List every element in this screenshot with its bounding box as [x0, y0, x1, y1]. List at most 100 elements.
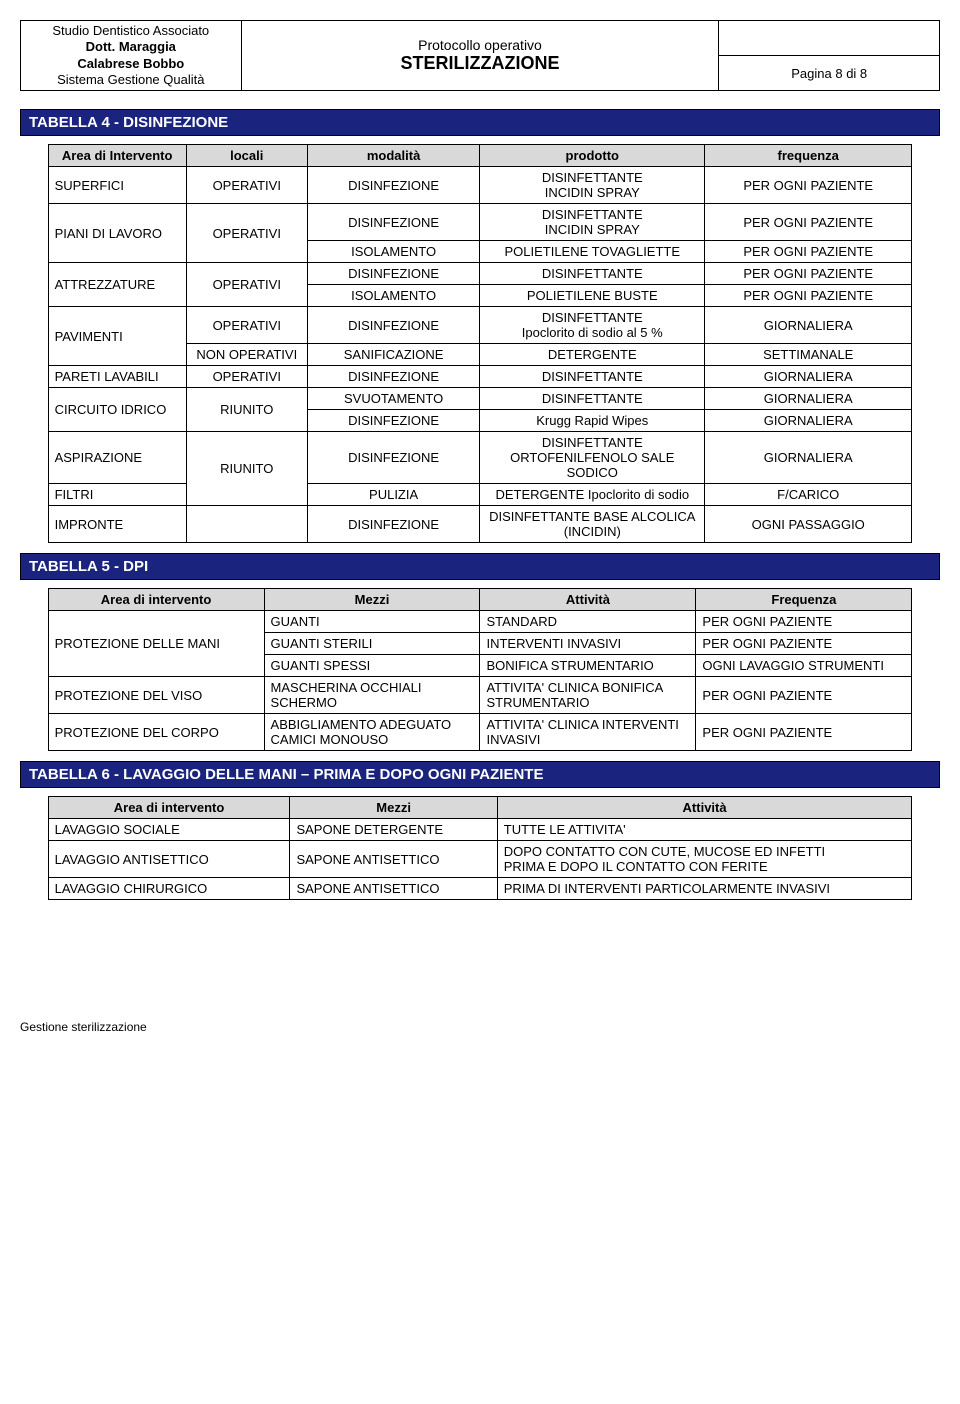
cell: DOPO CONTATTO CON CUTE, MUCOSE ED INFETT… — [497, 841, 912, 878]
cell: GIORNALIERA — [705, 307, 912, 344]
sistema: Sistema Gestione Qualità — [57, 72, 204, 87]
cell: OPERATIVI — [186, 167, 307, 204]
table-row: SUPERFICI OPERATIVI DISINFEZIONE DISINFE… — [48, 167, 912, 204]
cell: PROTEZIONE DELLE MANI — [48, 611, 264, 677]
cell: PER OGNI PAZIENTE — [696, 714, 912, 751]
cell: DISINFETTANTE ORTOFENILFENOLO SALE SODIC… — [480, 432, 705, 484]
cell: F/CARICO — [705, 484, 912, 506]
cell: RIUNITO — [186, 388, 307, 432]
cell: MASCHERINA OCCHIALI SCHERMO — [264, 677, 480, 714]
cell: DISINFEZIONE — [307, 410, 480, 432]
cell: DISINFEZIONE — [307, 204, 480, 241]
cell: ASPIRAZIONE — [48, 432, 186, 484]
cell: GIORNALIERA — [705, 410, 912, 432]
cell: PULIZIA — [307, 484, 480, 506]
t5-h-freq: Frequenza — [696, 589, 912, 611]
table5: Area di intervento Mezzi Attività Freque… — [48, 588, 913, 751]
cell: PER OGNI PAZIENTE — [696, 611, 912, 633]
txt: DISINFETTANTE — [542, 207, 643, 222]
cell: OPERATIVI — [186, 366, 307, 388]
t4-h-locali: locali — [186, 145, 307, 167]
table-row: LAVAGGIO ANTISETTICO SAPONE ANTISETTICO … — [48, 841, 912, 878]
cell: Krugg Rapid Wipes — [480, 410, 705, 432]
cell: PAVIMENTI — [48, 307, 186, 366]
cell: PER OGNI PAZIENTE — [696, 677, 912, 714]
cell: DISINFEZIONE — [307, 432, 480, 484]
cell: GIORNALIERA — [705, 388, 912, 410]
table-row: ATTREZZATURE OPERATIVI DISINFEZIONE DISI… — [48, 263, 912, 285]
header-right-empty — [719, 21, 940, 56]
cell: SANIFICAZIONE — [307, 344, 480, 366]
cell: OPERATIVI — [186, 204, 307, 263]
t4-h-area: Area di Intervento — [48, 145, 186, 167]
sterilizzazione: STERILIZZAZIONE — [400, 53, 559, 73]
cell: POLIETILENE TOVAGLIETTE — [480, 241, 705, 263]
cell: SAPONE ANTISETTICO — [290, 878, 497, 900]
cell: OPERATIVI — [186, 307, 307, 344]
cell: PRIMA DI INTERVENTI PARTICOLARMENTE INVA… — [497, 878, 912, 900]
t4-h-modalita: modalità — [307, 145, 480, 167]
cell: PROTEZIONE DEL CORPO — [48, 714, 264, 751]
cell: CIRCUITO IDRICO — [48, 388, 186, 432]
cell: LAVAGGIO CHIRURGICO — [48, 878, 290, 900]
table-row: PAVIMENTI OPERATIVI DISINFEZIONE DISINFE… — [48, 307, 912, 344]
cell: RIUNITO — [186, 432, 307, 506]
cell: PER OGNI PAZIENTE — [705, 263, 912, 285]
dott: Dott. Maraggia — [86, 39, 176, 54]
cell: DISINFEZIONE — [307, 167, 480, 204]
cell: DISINFEZIONE — [307, 307, 480, 344]
txt: DISINFETTANTE — [542, 170, 643, 185]
name2: Calabrese Bobbo — [77, 56, 184, 71]
table-row: ASPIRAZIONE RIUNITO DISINFEZIONE DISINFE… — [48, 432, 912, 484]
cell: SAPONE ANTISETTICO — [290, 841, 497, 878]
table-row: PARETI LAVABILI OPERATIVI DISINFEZIONE D… — [48, 366, 912, 388]
cell: DETERGENTE Ipoclorito di sodio — [480, 484, 705, 506]
table-row: PROTEZIONE DEL VISO MASCHERINA OCCHIALI … — [48, 677, 912, 714]
table-row: FILTRI PULIZIA DETERGENTE Ipoclorito di … — [48, 484, 912, 506]
cell: DISINFETTANTE — [480, 388, 705, 410]
cell: DISINFEZIONE — [307, 263, 480, 285]
cell: BONIFICA STRUMENTARIO — [480, 655, 696, 677]
txt: Ipoclorito di sodio al 5 % — [522, 325, 663, 340]
cell: DISINFETTANTEINCIDIN SPRAY — [480, 204, 705, 241]
footer: Gestione sterilizzazione — [20, 1020, 940, 1034]
cell: PER OGNI PAZIENTE — [705, 285, 912, 307]
cell: SAPONE DETERGENTE — [290, 819, 497, 841]
section5-title: TABELLA 5 - DPI — [20, 553, 940, 580]
t6-h-mezzi: Mezzi — [290, 797, 497, 819]
cell: DISINFEZIONE — [307, 366, 480, 388]
cell: OPERATIVI — [186, 263, 307, 307]
protocollo: Protocollo operativo — [418, 37, 542, 53]
t5-h-area: Area di intervento — [48, 589, 264, 611]
cell: ATTREZZATURE — [48, 263, 186, 307]
cell: PER OGNI PAZIENTE — [705, 167, 912, 204]
table-row: PROTEZIONE DELLE MANI GUANTI STANDARD PE… — [48, 611, 912, 633]
cell: OGNI LAVAGGIO STRUMENTI — [696, 655, 912, 677]
cell: DETERGENTE — [480, 344, 705, 366]
cell — [186, 506, 307, 543]
doc-header: Studio Dentistico Associato Dott. Maragg… — [20, 20, 940, 91]
txt: INCIDIN SPRAY — [545, 185, 640, 200]
cell: SVUOTAMENTO — [307, 388, 480, 410]
cell: DISINFETTANTEIpoclorito di sodio al 5 % — [480, 307, 705, 344]
cell: GIORNALIERA — [705, 366, 912, 388]
header-center: Protocollo operativo STERILIZZAZIONE — [241, 21, 719, 91]
cell: PER OGNI PAZIENTE — [705, 204, 912, 241]
cell: ATTIVITA' CLINICA INTERVENTI INVASIVI — [480, 714, 696, 751]
cell: LAVAGGIO ANTISETTICO — [48, 841, 290, 878]
txt: INCIDIN SPRAY — [545, 222, 640, 237]
cell: ATTIVITA' CLINICA BONIFICA STRUMENTARIO — [480, 677, 696, 714]
pagina: Pagina 8 di 8 — [719, 56, 940, 91]
cell: FILTRI — [48, 484, 186, 506]
cell: ISOLAMENTO — [307, 241, 480, 263]
cell: TUTTE LE ATTIVITA' — [497, 819, 912, 841]
cell: DISINFETTANTE BASE ALCOLICA (INCIDIN) — [480, 506, 705, 543]
cell: OGNI PASSAGGIO — [705, 506, 912, 543]
cell: STANDARD — [480, 611, 696, 633]
cell: INTERVENTI INVASIVI — [480, 633, 696, 655]
cell: DISINFETTANTE — [480, 366, 705, 388]
cell: SUPERFICI — [48, 167, 186, 204]
t6-h-att: Attività — [497, 797, 912, 819]
t4-h-prodotto: prodotto — [480, 145, 705, 167]
header-left: Studio Dentistico Associato Dott. Maragg… — [21, 21, 242, 91]
